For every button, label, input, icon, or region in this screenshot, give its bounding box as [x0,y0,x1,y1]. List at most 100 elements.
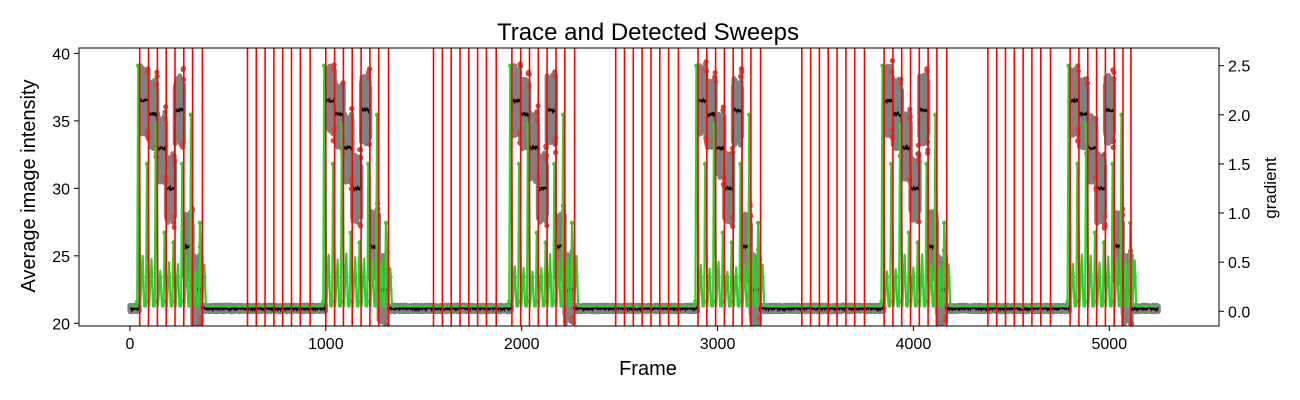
gradient-point [335,274,340,280]
gradient-point [893,274,898,280]
gradient-point [365,299,370,304]
gradient-line [129,64,1159,308]
gradient-point [932,299,937,304]
gradient-point [379,274,384,280]
sweep-edge-point [384,330,389,335]
gradient-point [140,274,145,280]
y2-tick-label: 2.0 [1228,108,1250,125]
x-tick-label: 0 [125,336,134,353]
gradient-point [754,299,760,304]
sweep-edge-point [1129,329,1134,334]
x-tick-label: 2000 [504,336,540,353]
gradient-point [560,299,565,304]
gradient-point [911,274,916,280]
gradient-point [158,274,163,280]
gradient-point [1065,299,1070,304]
x-axis-label: Frame [619,358,677,380]
y2-tick-label: 0.5 [1228,255,1250,272]
gradient-point [507,299,512,304]
gradient-point [179,299,184,304]
gradient-point [170,299,175,304]
gradient-point [698,274,704,280]
plot-content [127,48,1161,335]
gradient-point [353,274,358,280]
sweep-edge-point [517,140,523,146]
gradient-point [556,274,562,280]
sweep-edge-point [171,224,177,230]
gradient-point [719,299,725,304]
x-tick-label: 5000 [1092,336,1128,353]
gradient-point [568,299,574,304]
gradient-point [1097,274,1102,280]
gradient-point [135,299,140,304]
gradient-point [338,299,344,304]
gradient-point [937,274,943,280]
y2-tick-label: 0.0 [1228,304,1250,321]
trace-band [127,63,1161,326]
gradient-point [326,274,331,280]
sweep-edge-point [180,139,186,145]
gradient-point [382,299,388,304]
gradient-point [751,274,756,280]
gradient-point [533,299,538,304]
sweep-edge-point [331,138,337,144]
y2-tick-label: 1.0 [1228,206,1250,223]
gradient-point [707,274,712,280]
gradient-point [1100,299,1106,304]
plot-area [127,48,1161,335]
gradient-point [161,299,166,304]
gradient-point [175,274,181,280]
axes-frame [78,47,1220,327]
gradient-point [187,299,193,304]
gradient-point [344,274,349,280]
y-tick-label: 35 [52,114,70,131]
gradient-point [539,274,544,280]
gradient-point [530,274,535,280]
gradient-point [888,299,893,304]
y2-tick-label: 1.5 [1228,157,1250,174]
sweep-edge-point [924,69,930,75]
y-tick-label: 40 [52,46,70,63]
gradient-point [1114,274,1120,280]
gradient-point [565,274,570,280]
gradient-point [383,220,389,226]
gradient-point [914,299,919,304]
gradient-point [1088,274,1093,280]
gradient-point [760,274,765,280]
gradient-point [1070,274,1076,280]
gradient-point [184,274,189,280]
gradient-point [905,299,911,304]
gradient-point [737,299,742,304]
gradient-point [356,299,361,304]
sweep-edge-point [915,142,922,148]
gradient-point [361,274,367,280]
y-tick-label: 20 [52,316,70,333]
sweep-edge-point [384,328,389,333]
gradient-point [193,274,198,280]
gradient-point [725,274,730,280]
gradient-point [202,274,207,280]
gradient-point [152,299,157,304]
gradient-point [524,299,530,304]
sweep-edge-point [534,110,541,117]
gradient-point [196,299,202,304]
sweep-edge-point [197,322,203,326]
gradient-point [1118,299,1123,304]
gradient-point [143,299,149,304]
gradient-point [1106,274,1111,280]
sweep-edge-point [1093,116,1099,122]
sweep-edge-point [943,329,948,334]
gradient-point [928,274,934,280]
y2-axis-label: gradient [1261,157,1280,219]
gradient-point [1083,299,1088,304]
gradient-point [1074,299,1079,304]
gradient-point [1123,274,1129,280]
gradient-point [574,274,579,280]
gradient-point [710,299,716,304]
axes: 0 1000 2000 3000 4000 5000 20 25 30 35 40 0.0 0.5 1.0… [52,46,1250,353]
gradient-point [728,299,733,304]
gradient-point [521,274,526,280]
gradient-point [902,274,907,280]
gradient-point [702,299,707,304]
